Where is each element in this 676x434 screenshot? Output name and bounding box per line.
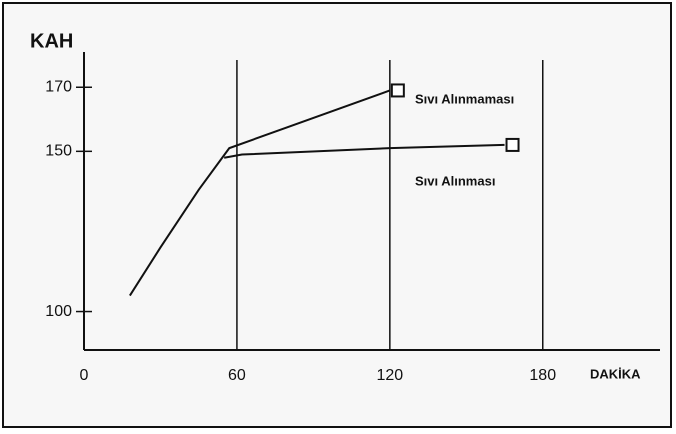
series-label: Sıvı Alınmaması (415, 91, 514, 106)
x-tick-label: 60 (228, 367, 246, 384)
series-label: Sıvı Alınması (415, 173, 495, 188)
x-axis-label: DAKİKA (590, 366, 641, 381)
y-tick-label: 170 (45, 78, 72, 95)
end-marker (390, 83, 405, 98)
frame (2, 2, 672, 428)
x-tick-label: 0 (80, 367, 89, 384)
y-axis-label: KAH (30, 30, 73, 52)
y-tick-label: 150 (45, 143, 72, 160)
end-marker (505, 137, 520, 152)
y-tick-label: 100 (45, 303, 72, 320)
x-tick-label: 120 (376, 367, 403, 384)
x-tick-label: 180 (529, 367, 556, 384)
line (224, 143, 505, 159)
line (129, 89, 391, 297)
